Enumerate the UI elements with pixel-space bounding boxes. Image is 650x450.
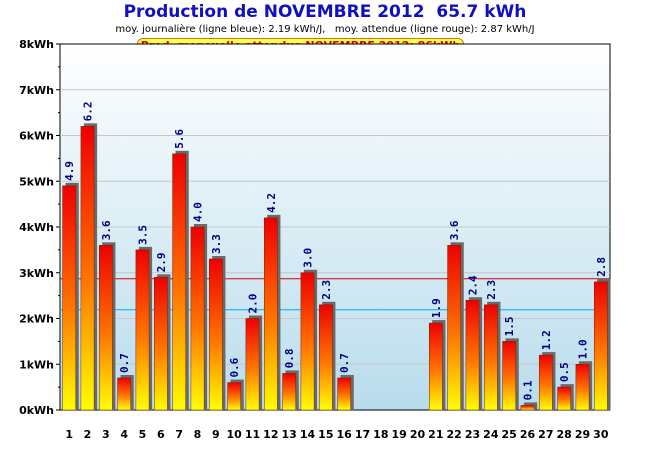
bar — [153, 277, 168, 411]
x-tick-label: 4 — [120, 428, 128, 441]
x-tick-label: 20 — [410, 428, 426, 441]
bar — [502, 341, 517, 411]
x-tick-label: 12 — [263, 428, 278, 441]
bar — [593, 281, 608, 411]
x-tick-label: 11 — [245, 428, 260, 441]
bar — [557, 386, 572, 411]
bar-value-label: 2.9 — [155, 252, 168, 272]
bar — [318, 304, 333, 411]
x-tick-label: 25 — [502, 428, 517, 441]
bar — [190, 226, 205, 411]
bar — [62, 185, 77, 411]
x-tick-label: 21 — [428, 428, 443, 441]
bar-value-label: 1.2 — [540, 330, 553, 350]
bar — [245, 318, 260, 411]
bar — [575, 364, 590, 411]
x-tick-label: 10 — [227, 428, 243, 441]
x-tick-label: 7 — [175, 428, 183, 441]
bar — [300, 272, 315, 411]
x-tick-label: 6 — [157, 428, 165, 441]
bar — [98, 245, 113, 411]
bar-value-label: 0.6 — [228, 357, 241, 377]
bar-value-label: 2.0 — [247, 294, 260, 314]
bar — [447, 245, 462, 411]
bar-value-label: 4.0 — [192, 202, 205, 222]
bar-value-label: 2.4 — [467, 275, 480, 295]
y-tick-label: 1kWh — [19, 358, 54, 371]
y-tick-label: 3kWh — [19, 267, 54, 280]
bar — [538, 354, 553, 411]
bar-value-label: 1.9 — [430, 298, 443, 318]
bar-value-label: 5.6 — [173, 129, 186, 149]
bar-value-label: 2.8 — [595, 257, 608, 277]
bar-value-label: 0.1 — [522, 380, 535, 400]
x-tick-label: 8 — [194, 428, 202, 441]
x-tick-label: 19 — [392, 428, 407, 441]
y-tick-label: 7kWh — [19, 84, 54, 97]
bar-value-label: 2.3 — [485, 280, 498, 300]
x-tick-label: 2 — [84, 428, 92, 441]
x-tick-label: 28 — [557, 428, 572, 441]
bar-value-label: 0.7 — [118, 353, 131, 373]
bar-value-label: 0.7 — [338, 353, 351, 373]
bar-value-label: 3.0 — [302, 248, 315, 268]
bar — [483, 304, 498, 411]
bar-value-label: 6.2 — [82, 101, 95, 121]
bar — [282, 373, 297, 411]
x-tick-label: 29 — [575, 428, 590, 441]
bar-value-label: 4.9 — [63, 161, 76, 181]
bar-value-label: 1.0 — [577, 339, 590, 359]
bar-value-label: 3.6 — [448, 220, 461, 240]
chart-title: Production de NOVEMBRE 2012 65.7 kWh — [123, 2, 527, 22]
bar — [465, 299, 480, 411]
y-tick-label: 6kWh — [19, 130, 54, 143]
bar-value-label: 3.3 — [210, 234, 223, 254]
x-tick-label: 27 — [538, 428, 553, 441]
bar — [428, 322, 443, 411]
bar — [80, 126, 95, 411]
y-tick-label: 2kWh — [19, 313, 54, 326]
y-tick-label: 0kWh — [19, 404, 54, 417]
bar — [117, 377, 132, 411]
x-tick-label: 13 — [282, 428, 297, 441]
bar — [227, 382, 242, 411]
x-tick-label: 1 — [65, 428, 73, 441]
x-tick-label: 14 — [300, 428, 316, 441]
x-tick-label: 24 — [483, 428, 499, 441]
y-tick-label: 4kWh — [19, 221, 54, 234]
bar — [520, 405, 535, 411]
bar-value-label: 1.5 — [503, 317, 516, 337]
bar — [337, 377, 352, 411]
x-tick-label: 23 — [465, 428, 480, 441]
y-tick-label: 8kWh — [19, 38, 54, 51]
y-tick-label: 5kWh — [19, 175, 54, 188]
bar — [135, 249, 150, 411]
x-tick-label: 9 — [212, 428, 220, 441]
x-tick-label: 5 — [139, 428, 147, 441]
bar-value-label: 3.6 — [100, 220, 113, 240]
bar-value-label: 4.2 — [265, 193, 278, 213]
chart-subtitle: moy. journalière (ligne bleue): 2.19 kWh… — [115, 24, 535, 35]
x-tick-label: 15 — [318, 428, 333, 441]
bar — [172, 153, 187, 411]
x-tick-label: 17 — [355, 428, 370, 441]
x-tick-label: 3 — [102, 428, 110, 441]
x-tick-label: 22 — [447, 428, 462, 441]
bar-value-label: 2.3 — [320, 280, 333, 300]
bar-value-label: 0.8 — [283, 349, 296, 369]
x-tick-label: 26 — [520, 428, 536, 441]
x-tick-label: 30 — [593, 428, 609, 441]
bar — [263, 217, 278, 411]
bar-value-label: 3.5 — [137, 225, 150, 245]
x-tick-label: 18 — [373, 428, 388, 441]
bar-value-label: 0.5 — [558, 362, 571, 382]
bar — [208, 258, 223, 411]
x-tick-label: 16 — [337, 428, 353, 441]
